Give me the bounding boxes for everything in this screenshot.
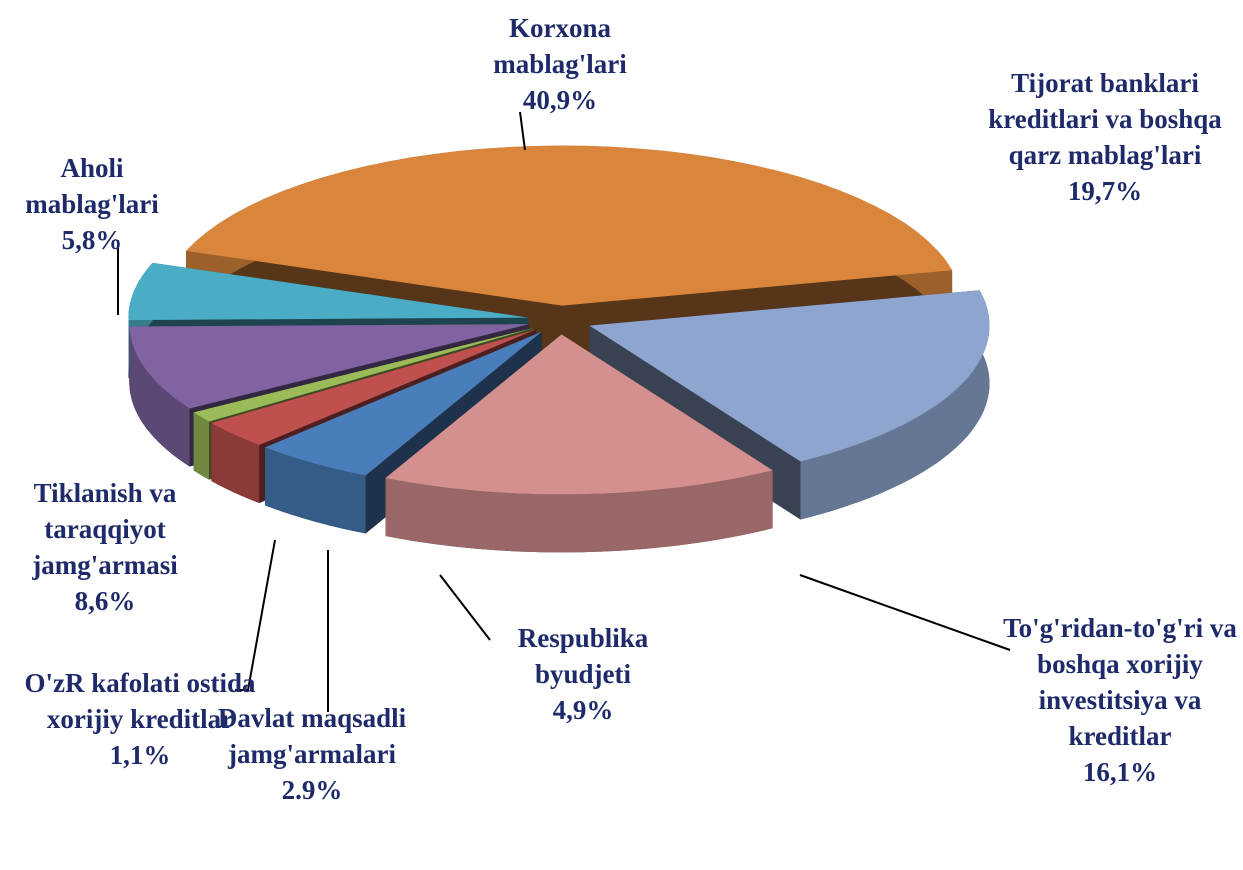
leader-line [519, 111, 526, 151]
slice [193, 328, 534, 422]
value-label: 1,1% [109, 740, 171, 770]
value-label: 2.9% [281, 775, 343, 805]
value-label: 19,7% [1067, 176, 1143, 206]
slice [385, 334, 773, 495]
slice-label: O'zR kafolati ostida xorijiy kreditlar 1,… [20, 665, 260, 773]
slice-side [193, 412, 209, 480]
category-name: To'g'ridan-to'g'ri va boshqa xorijiy inv… [1003, 613, 1237, 751]
slice [129, 324, 530, 409]
category-name: O'zR kafolati ostida xorijiy kreditlar [24, 668, 256, 734]
slice-label: Tijorat banklari kreditlari va boshqa qa… [970, 65, 1240, 209]
slice-label: Tiklanish va taraqqiyot jamg'armasi 8,6% [0, 475, 210, 619]
slice-label: Aholi mablag'lari 5,8% [2, 150, 182, 258]
slice-side [211, 423, 260, 503]
value-label: 4,9% [552, 695, 614, 725]
slice [589, 290, 990, 462]
value-label: 16,1% [1082, 757, 1158, 787]
value-label: 40,9% [522, 85, 598, 115]
slice [186, 145, 953, 306]
slice-side [129, 326, 190, 467]
slice-side [800, 290, 990, 520]
leader-line [799, 574, 1011, 651]
category-name: Tiklanish va taraqqiyot jamg'armasi [32, 478, 178, 580]
leader-line [235, 539, 276, 691]
slice-side [385, 470, 773, 553]
category-name: Davlat maqsadli jamg'armalari [217, 703, 407, 769]
slice-label: To'g'ridan-to'g'ri va boshqa xorijiy inv… [995, 610, 1243, 790]
slice-label: Davlat maqsadli jamg'armalari 2.9% [212, 700, 412, 808]
slice-label: Respublika byudjeti 4,9% [483, 620, 683, 728]
category-name: Tijorat banklari kreditlari va boshqa qa… [988, 68, 1222, 170]
category-name: Respublika byudjeti [517, 623, 649, 689]
value-label: 5,8% [61, 225, 123, 255]
value-label: 8,6% [74, 586, 136, 616]
leader-line [439, 574, 491, 641]
slice [211, 329, 536, 445]
slice-label: Korxona mablag'lari 40,9% [445, 10, 675, 118]
slice [265, 331, 542, 476]
slice-side [265, 447, 366, 534]
category-name: Aholi mablag'lari [25, 153, 159, 219]
category-name: Korxona mablag'lari [493, 13, 627, 79]
slice [128, 262, 529, 321]
